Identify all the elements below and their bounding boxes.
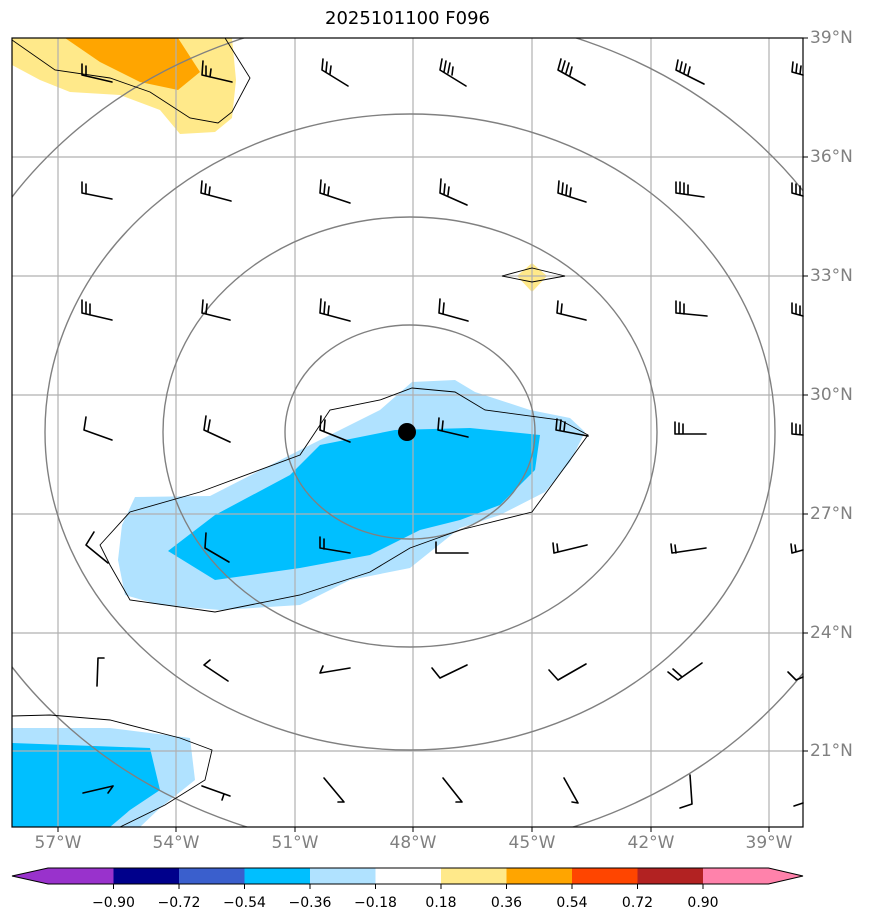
cb-bin-3 <box>179 868 245 884</box>
cb-tick-label: 0.18 <box>425 895 457 911</box>
zero-contours <box>12 38 589 827</box>
cb-bin-5 <box>310 868 376 884</box>
lon-label-45w: 45°W <box>508 833 556 853</box>
lon-label-42w: 42°W <box>627 833 675 853</box>
colorbar <box>11 867 804 889</box>
positive-anomaly-strong <box>65 38 200 90</box>
cb-bin-8 <box>506 868 572 884</box>
barb-row-4 <box>83 415 804 443</box>
cb-extend-low <box>12 868 48 884</box>
cb-bin-10 <box>637 868 703 884</box>
shaded-fields <box>12 38 585 827</box>
lon-label-51w: 51°W <box>271 833 319 853</box>
cb-bin-11 <box>703 868 769 884</box>
cb-extend-high <box>768 868 803 884</box>
lat-label-39n: 39°N <box>810 28 853 48</box>
lat-label-33n: 33°N <box>810 266 853 286</box>
cb-tick-label: 0.90 <box>687 895 719 911</box>
cb-tick-label: −0.54 <box>223 895 266 911</box>
cb-tick-label: 0.36 <box>490 895 523 911</box>
cb-tick-label: −0.36 <box>288 895 332 911</box>
cb-bin-4 <box>244 868 310 884</box>
cb-tick-label: 0.54 <box>556 895 588 911</box>
barb-row-1 <box>81 58 804 87</box>
negative-anomaly-strong <box>168 428 540 580</box>
barb-row-7 <box>82 774 804 809</box>
storm-center-dot[interactable] <box>398 423 416 441</box>
lon-label-48w: 48°W <box>389 833 437 853</box>
lon-label-39w: 39°W <box>745 833 793 853</box>
barb-row-3 <box>81 298 804 322</box>
cb-tick-label: −0.72 <box>157 895 201 911</box>
barb-row-2 <box>81 178 804 206</box>
cb-bin-7 <box>441 868 507 884</box>
axis-ticks <box>57 37 808 832</box>
range-rings <box>12 38 803 827</box>
cb-tick-label: −0.18 <box>354 895 397 911</box>
sw-negative-strong <box>12 743 160 827</box>
cb-bin-2 <box>113 868 179 884</box>
cb-tick-label: −0.90 <box>92 895 135 911</box>
cb-bin-9 <box>572 868 638 884</box>
lat-label-21n: 21°N <box>810 741 853 761</box>
lon-label-57w: 57°W <box>34 833 82 853</box>
graticule <box>12 38 803 827</box>
lat-label-36n: 36°N <box>810 147 853 167</box>
map-title: 2025101100 F096 <box>325 8 490 29</box>
wind-barbs <box>81 58 804 809</box>
map-frame <box>11 37 804 828</box>
lat-label-30n: 30°N <box>810 385 853 405</box>
lon-label-54w: 54°W <box>152 833 200 853</box>
lat-label-24n: 24°N <box>810 623 853 643</box>
lat-label-27n: 27°N <box>810 504 853 524</box>
cb-bin-1 <box>48 868 114 884</box>
cb-tick-label: 0.72 <box>621 895 654 911</box>
barb-row-6 <box>96 657 804 687</box>
barb-row-5 <box>85 531 804 564</box>
cb-bin-6 <box>375 868 441 884</box>
